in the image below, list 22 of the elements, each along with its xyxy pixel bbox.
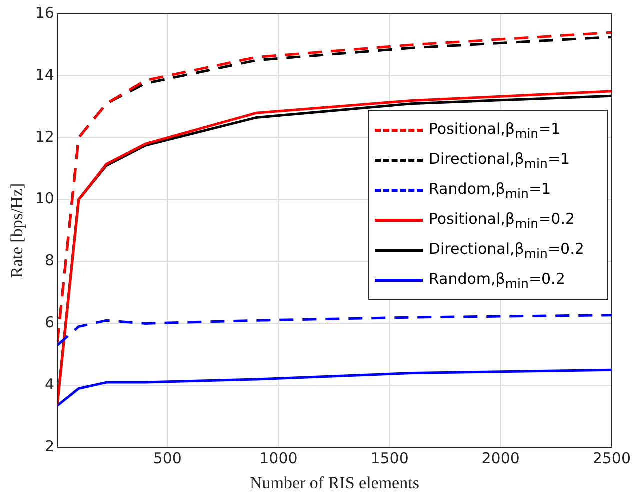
legend-label: Random,β$_{min}$=1 — [428, 180, 552, 200]
x-tick-label: 2000 — [482, 449, 520, 468]
legend-label: Directional,β$_{min}$=0.2 — [428, 240, 584, 260]
y-axis-title: Rate [bps/Hz] — [8, 183, 27, 278]
y-tick-label: 2 — [44, 437, 54, 456]
x-axis-title: Number of RIS elements — [250, 473, 420, 492]
y-tick-label: 12 — [35, 128, 54, 146]
y-tick-label: 8 — [44, 252, 54, 270]
legend-label: Random,β$_{min}$=0.2 — [428, 270, 566, 290]
x-tick-label: 1000 — [260, 449, 298, 468]
line-series — [57, 314, 612, 347]
x-tick-label: 1500 — [370, 449, 409, 468]
y-tick-label: 6 — [44, 314, 54, 332]
y-tick-label: 14 — [35, 66, 54, 84]
y-tick-label: 16 — [35, 4, 54, 22]
x-tick-label: 2500 — [592, 449, 632, 468]
legend-label: Positional,β$_{min}$=0.2 — [428, 210, 576, 230]
x-tick-label: 500 — [153, 449, 182, 468]
legend-label: Directional,β$_{min}$=1 — [428, 150, 570, 170]
legend-label: Positional,β$_{min}$=1 — [428, 120, 561, 140]
y-tick-label: 4 — [44, 376, 54, 394]
y-tick-label: 10 — [35, 190, 54, 208]
